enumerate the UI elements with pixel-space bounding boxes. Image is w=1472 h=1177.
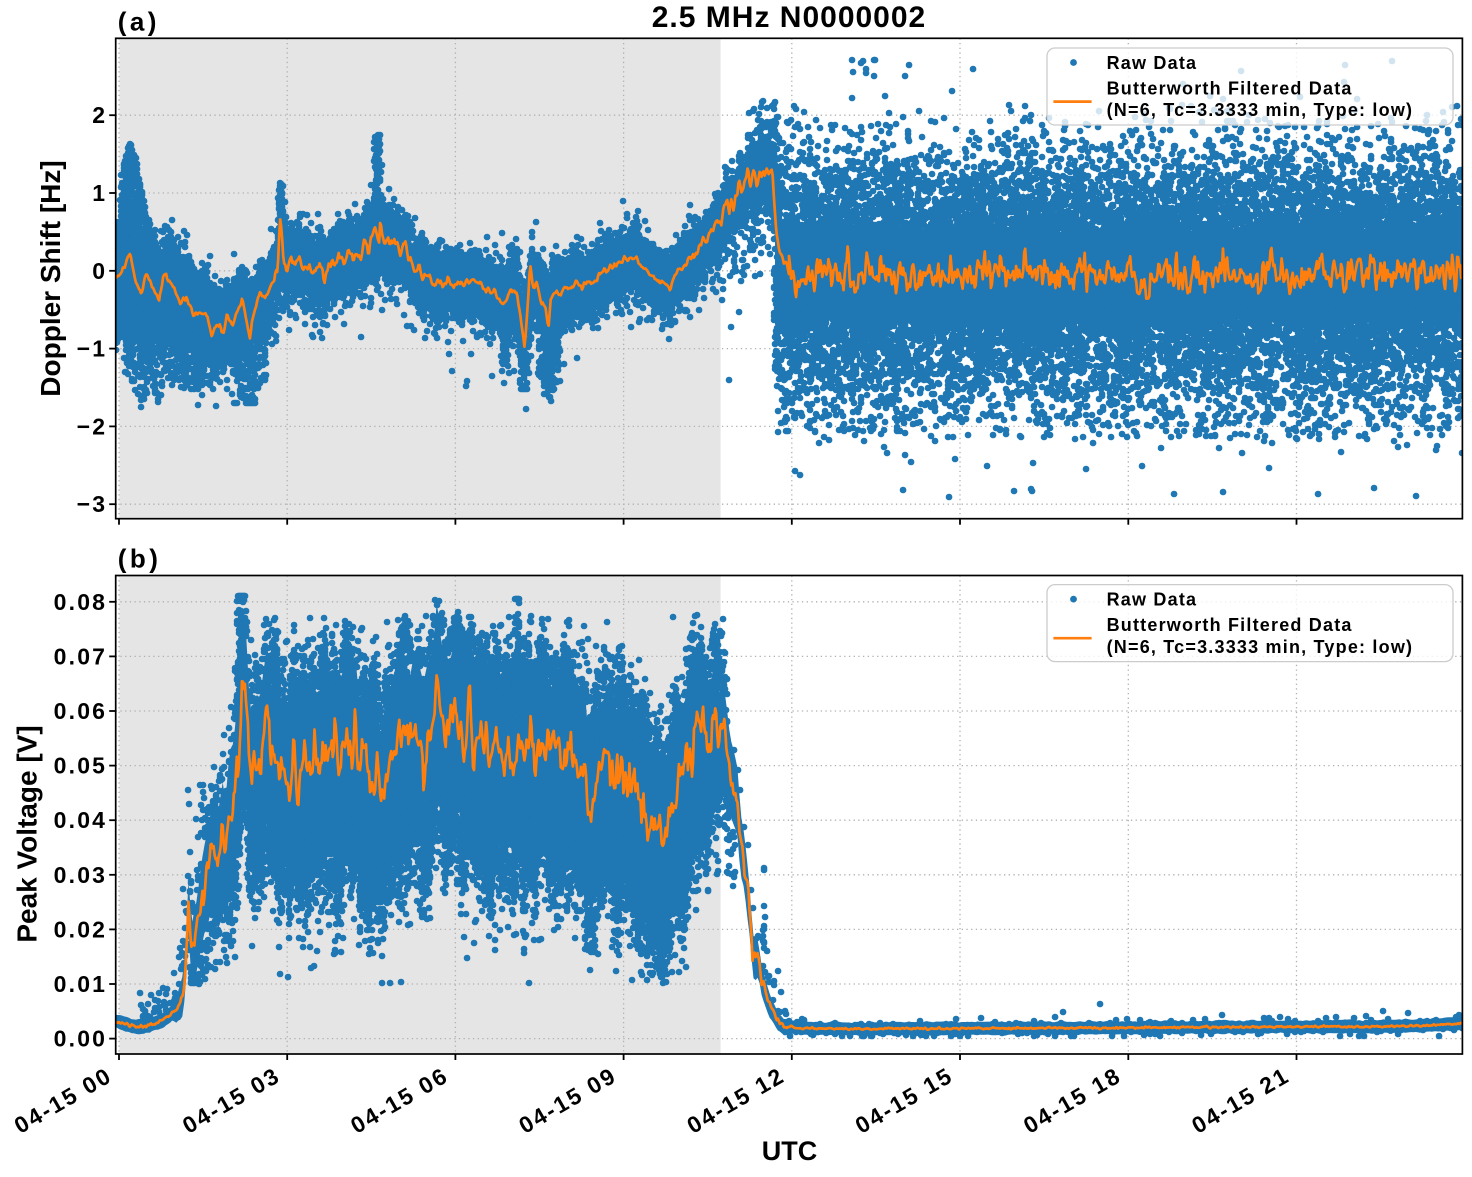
svg-text:0.08: 0.08 <box>54 589 108 615</box>
svg-text:0.03: 0.03 <box>54 862 108 888</box>
svg-text:(N=6, Tc=3.3333 min, Type: low: (N=6, Tc=3.3333 min, Type: low) <box>1107 637 1414 657</box>
svg-text:(a): (a) <box>118 7 160 37</box>
svg-text:1: 1 <box>92 180 107 206</box>
svg-text:Doppler Shift [Hz]: Doppler Shift [Hz] <box>35 160 66 396</box>
svg-text:(b): (b) <box>118 544 162 574</box>
svg-text:0.01: 0.01 <box>54 971 108 997</box>
svg-text:Peak Voltage [V]: Peak Voltage [V] <box>12 725 43 942</box>
svg-text:0.07: 0.07 <box>54 643 108 669</box>
svg-text:Raw Data: Raw Data <box>1107 590 1198 610</box>
svg-text:2: 2 <box>92 102 107 128</box>
svg-text:Butterworth Filtered Data: Butterworth Filtered Data <box>1107 615 1353 635</box>
svg-text:UTC: UTC <box>762 1136 818 1166</box>
svg-text:0.05: 0.05 <box>54 753 108 779</box>
svg-text:0.02: 0.02 <box>54 916 108 942</box>
svg-text:−3: −3 <box>77 491 108 517</box>
svg-text:0: 0 <box>92 258 107 284</box>
svg-text:Butterworth Filtered Data: Butterworth Filtered Data <box>1107 79 1353 99</box>
svg-text:(N=6, Tc=3.3333 min, Type: low: (N=6, Tc=3.3333 min, Type: low) <box>1107 100 1414 120</box>
svg-text:0.04: 0.04 <box>54 807 108 833</box>
svg-text:−2: −2 <box>77 413 108 439</box>
svg-text:0.00: 0.00 <box>54 1026 108 1052</box>
svg-text:−1: −1 <box>77 336 108 362</box>
svg-text:0.06: 0.06 <box>54 698 108 724</box>
svg-text:2.5 MHz N0000002: 2.5 MHz N0000002 <box>652 1 927 34</box>
svg-text:Raw Data: Raw Data <box>1107 53 1198 73</box>
